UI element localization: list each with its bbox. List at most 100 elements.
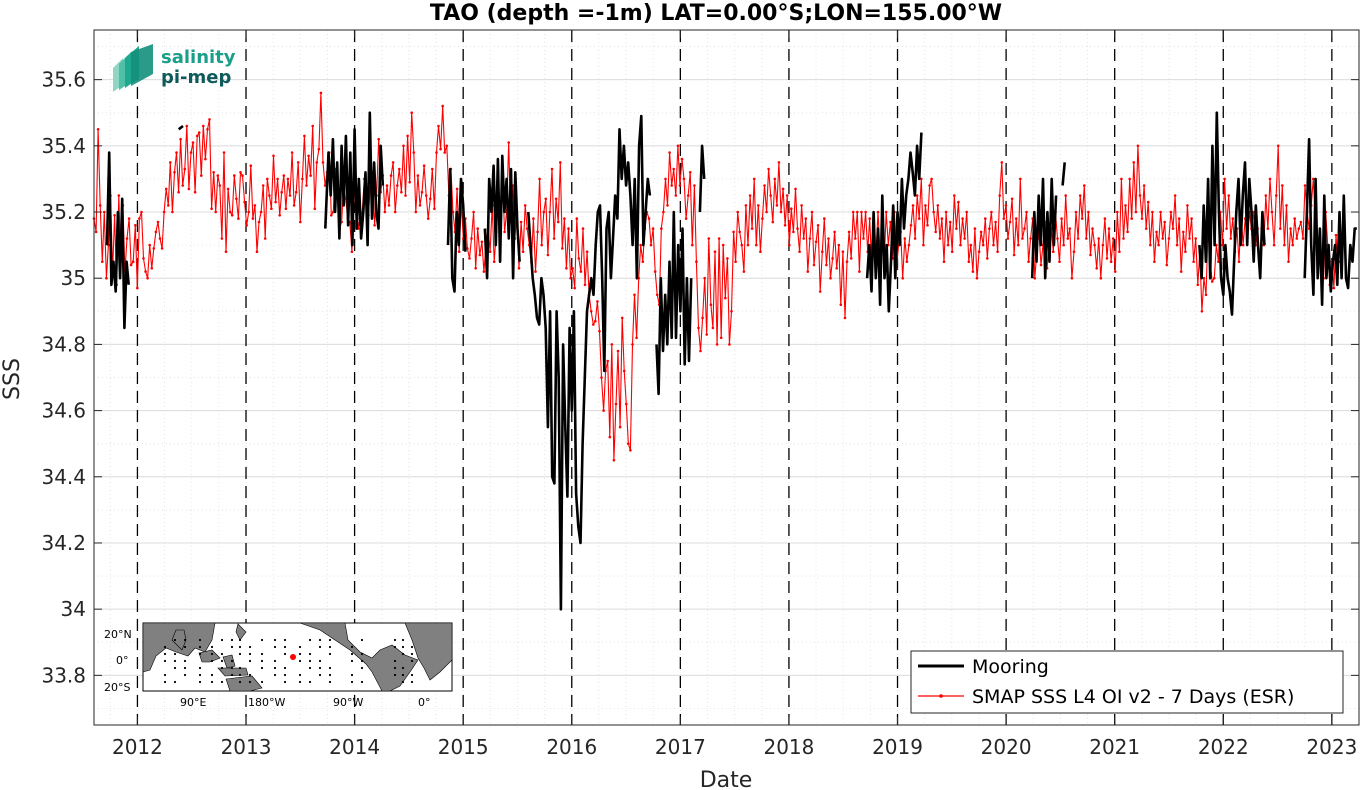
data-point-smap: [973, 227, 977, 230]
data-point-smap: [981, 243, 985, 247]
data-point-smap: [482, 270, 486, 273]
data-point-smap: [709, 303, 713, 307]
data-point-smap: [136, 286, 139, 290]
tao-buoy-dot: [298, 652, 302, 656]
data-point-smap: [233, 174, 236, 177]
data-point-smap: [721, 243, 725, 247]
data-point-smap: [154, 230, 158, 234]
data-point-smap: [160, 247, 164, 250]
data-point-smap: [977, 250, 981, 253]
data-point-smap: [1017, 243, 1020, 247]
data-point-smap: [750, 227, 754, 230]
data-point-smap: [445, 144, 449, 148]
data-point-smap: [280, 190, 284, 194]
y-axis-label: SSS: [0, 358, 25, 400]
data-point-smap: [422, 164, 426, 167]
x-tick-label: 2020: [981, 735, 1032, 759]
tao-buoy-dot: [401, 666, 405, 670]
data-point-smap: [998, 194, 1001, 197]
x-tick-label: 2019: [872, 735, 923, 759]
data-point-smap: [476, 227, 480, 230]
data-point-smap: [101, 260, 104, 264]
data-point-smap: [214, 210, 217, 214]
data-point-smap: [1299, 220, 1303, 224]
data-point-smap: [812, 263, 816, 267]
series-segment-mooring: [177, 124, 184, 131]
data-point-smap: [1146, 200, 1150, 204]
data-point-smap: [202, 124, 205, 128]
data-point-smap: [164, 187, 168, 191]
tao-buoy-dot: [318, 666, 322, 670]
data-point-smap: [771, 220, 775, 224]
tao-buoy-dot: [210, 652, 214, 656]
data-point-smap: [1163, 220, 1166, 224]
tao-buoy-dot: [360, 652, 364, 656]
data-point-smap: [305, 184, 308, 187]
tao-buoy-dot: [401, 638, 405, 642]
data-point-smap: [319, 91, 323, 95]
tao-buoy-dot: [220, 666, 224, 670]
data-point-smap: [435, 151, 438, 154]
data-point-smap: [979, 230, 983, 234]
data-point-smap: [396, 184, 399, 187]
data-point-smap: [581, 227, 585, 230]
data-point-smap: [833, 230, 836, 234]
tao-buoy-dot: [283, 652, 287, 656]
data-point-smap: [431, 167, 434, 171]
data-point-smap: [1107, 227, 1111, 230]
data-point-smap: [953, 194, 956, 197]
data-point-smap: [1138, 194, 1142, 197]
data-point-smap: [288, 194, 292, 197]
x-tick-label: 2021: [1089, 735, 1140, 759]
data-point-smap: [96, 128, 100, 131]
tao-buoy-dot: [220, 638, 224, 642]
data-point-smap: [197, 131, 201, 134]
tao-buoy-dot: [173, 666, 177, 670]
tao-buoy-dot: [198, 673, 202, 677]
data-point-smap: [204, 157, 207, 161]
tao-buoy-dot: [198, 645, 202, 649]
data-point-smap: [744, 204, 748, 207]
data-point-smap: [1188, 237, 1191, 240]
data-point-smap: [969, 243, 973, 247]
data-point-smap: [726, 257, 729, 260]
data-point-smap: [416, 174, 420, 177]
data-point-smap: [864, 210, 867, 214]
data-point-smap: [707, 237, 711, 240]
data-point-smap: [577, 257, 581, 260]
data-point-smap: [1153, 260, 1156, 264]
data-point-smap: [266, 177, 269, 181]
data-point-smap: [936, 204, 940, 207]
tao-buoy-dot: [283, 638, 287, 642]
tao-buoy-dot: [173, 659, 177, 663]
tao-buoy-dot: [273, 645, 277, 649]
data-point-smap: [311, 124, 315, 128]
series-segment-mooring: [865, 132, 923, 313]
tao-buoy-dot: [298, 673, 302, 677]
data-point-smap: [1126, 230, 1129, 234]
tao-buoy-dot: [350, 673, 354, 677]
data-point-smap: [1334, 233, 1338, 237]
data-point-smap: [1285, 204, 1288, 207]
data-point-smap: [451, 210, 455, 214]
data-point-smap: [668, 151, 671, 154]
tao-buoy-dot: [183, 666, 187, 670]
data-point-smap: [1332, 286, 1336, 290]
legend-label-mooring: Mooring: [972, 656, 1049, 678]
data-point-smap: [393, 210, 397, 214]
tao-buoy-dot: [273, 666, 277, 670]
data-point-smap: [429, 197, 432, 201]
data-point-smap: [313, 207, 317, 210]
data-point-smap: [1039, 263, 1043, 267]
tao-buoy-dot: [238, 666, 242, 670]
data-point-smap: [589, 310, 593, 313]
data-point-smap: [249, 164, 253, 167]
data-point-smap: [1268, 177, 1272, 181]
data-point-smap: [796, 227, 799, 230]
data-point-smap: [309, 174, 312, 177]
tao-buoy-dot: [260, 652, 264, 656]
tao-buoy-dot: [220, 652, 224, 656]
data-point-smap: [167, 204, 170, 207]
tao-buoy-dot: [318, 645, 322, 649]
data-point-smap: [769, 194, 772, 197]
